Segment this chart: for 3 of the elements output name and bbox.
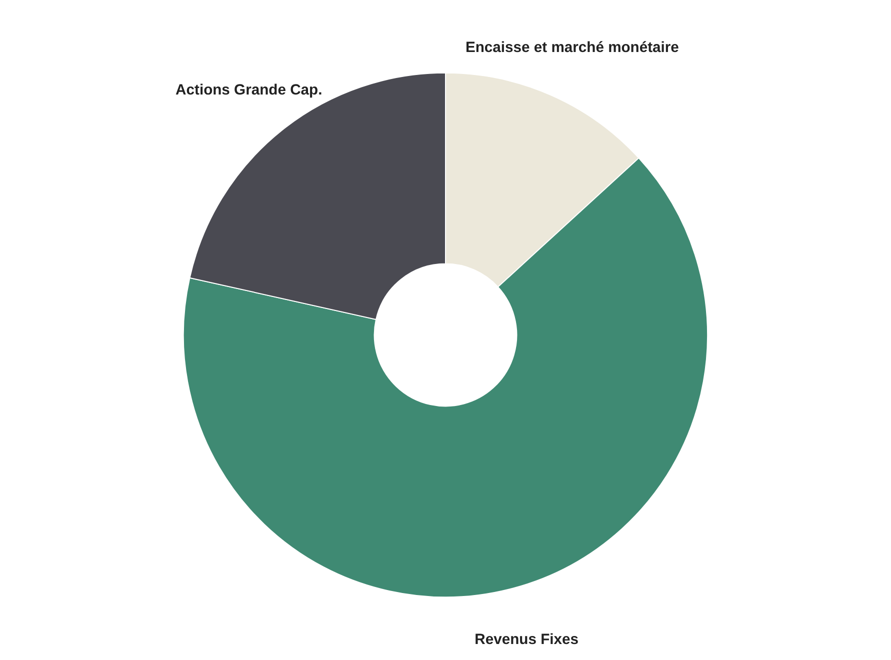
slice-label: Encaisse et marché monétaire <box>465 40 679 56</box>
slice-label: Revenus Fixes <box>474 632 579 648</box>
slice-label: Actions Grande Cap. <box>176 82 322 99</box>
